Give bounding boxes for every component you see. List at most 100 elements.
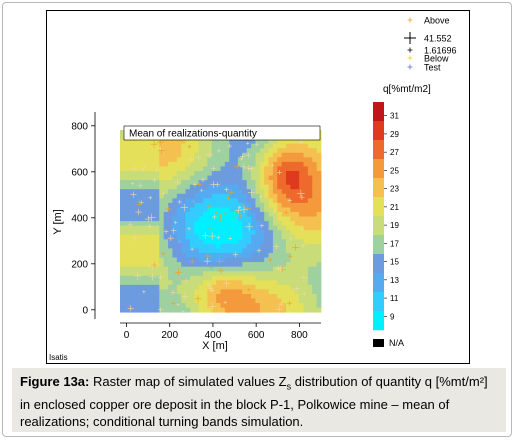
raster-cell — [277, 143, 283, 149]
raster-cell — [277, 303, 283, 308]
sample-cross — [212, 214, 217, 220]
raster-cell — [290, 248, 296, 254]
raster-cell — [207, 298, 213, 304]
raster-cell — [172, 271, 178, 277]
raster-cell — [198, 284, 204, 290]
raster-cell — [299, 202, 304, 208]
raster-cell — [246, 303, 252, 308]
raster-cell — [128, 252, 134, 258]
raster-cell — [128, 298, 134, 304]
raster-cell — [299, 198, 304, 204]
raster-cell — [233, 262, 239, 268]
raster-cell — [312, 307, 318, 313]
sample-cross — [235, 206, 242, 214]
raster-cell — [176, 211, 182, 217]
raster-cell — [264, 230, 269, 236]
raster-cell — [141, 216, 147, 222]
sample-cross — [254, 142, 259, 147]
raster-cell — [303, 239, 309, 245]
raster-cell — [154, 280, 160, 286]
raster-cell — [316, 303, 322, 308]
raster-cell — [185, 230, 191, 236]
colorbar-tick-label: 27 — [390, 148, 399, 157]
raster-cell — [207, 148, 213, 154]
raster-cell — [124, 293, 130, 299]
sample-cross — [210, 165, 216, 172]
raster-cell — [299, 152, 304, 158]
raster-cell — [272, 207, 278, 213]
raster-cell — [198, 180, 204, 186]
raster-cell — [316, 239, 322, 245]
raster-cell — [181, 166, 186, 172]
raster-cell — [203, 293, 208, 299]
raster-cell — [168, 275, 173, 281]
raster-cell — [307, 307, 313, 313]
raster-cell — [172, 211, 178, 217]
raster-cell — [224, 225, 230, 231]
raster-cell — [316, 252, 322, 258]
raster-cell — [124, 211, 130, 217]
raster-cell — [120, 148, 125, 154]
raster-cell — [159, 143, 165, 149]
colorbar-tick-label: 31 — [390, 112, 399, 121]
raster-cell — [189, 225, 195, 231]
raster-cell — [168, 139, 173, 145]
raster-cell — [181, 284, 186, 290]
raster-cell — [299, 289, 304, 295]
raster-cell — [255, 221, 261, 227]
raster-cell — [207, 143, 213, 149]
raster-cell — [163, 298, 169, 304]
raster-cell — [259, 193, 265, 199]
raster-cell — [137, 198, 143, 204]
raster-cell — [277, 180, 283, 186]
raster-cell — [124, 216, 130, 222]
raster-cell — [312, 284, 318, 290]
raster-cell — [312, 257, 318, 263]
raster-cell — [120, 298, 125, 304]
raster-cell — [168, 271, 173, 277]
raster-cell — [242, 271, 248, 277]
raster-cell — [316, 216, 322, 222]
raster-cell — [307, 284, 313, 290]
raster-cell — [198, 193, 204, 199]
raster-cell — [255, 262, 261, 268]
sample-cross — [203, 257, 211, 265]
raster-cell — [181, 152, 186, 158]
figure-caption: Figure 13a: Raster map of simulated valu… — [12, 368, 506, 432]
raster-cell — [185, 193, 191, 199]
raster-cell — [259, 252, 265, 258]
raster-cell — [264, 239, 269, 245]
raster-cell — [268, 198, 274, 204]
raster-cell — [281, 202, 287, 208]
raster-cell — [141, 166, 147, 172]
raster-cell — [307, 257, 313, 263]
raster-cell — [189, 175, 195, 181]
raster-cell — [128, 193, 134, 199]
raster-cell — [255, 143, 261, 149]
raster-cell — [268, 289, 274, 295]
raster-cell — [120, 175, 125, 181]
raster-cell — [246, 184, 252, 190]
raster-cell — [251, 170, 256, 176]
raster-cell — [277, 248, 283, 254]
raster-cell — [224, 221, 230, 227]
raster-cell — [229, 211, 235, 217]
raster-cell — [128, 284, 134, 290]
raster-cell — [229, 275, 235, 281]
raster-cell — [303, 225, 309, 231]
raster-cell — [137, 148, 143, 154]
raster-cell — [312, 262, 318, 268]
raster-cell — [211, 271, 217, 277]
raster-cell — [251, 184, 256, 190]
raster-cell — [264, 139, 269, 145]
raster-cell — [124, 148, 130, 154]
raster-cell — [198, 303, 204, 308]
raster-cell — [220, 257, 226, 263]
raster-cell — [120, 234, 125, 240]
raster-cell — [133, 198, 138, 204]
raster-cell — [159, 243, 165, 249]
raster-cell — [268, 221, 274, 227]
raster-cell — [163, 289, 169, 295]
raster-cell — [211, 266, 217, 272]
